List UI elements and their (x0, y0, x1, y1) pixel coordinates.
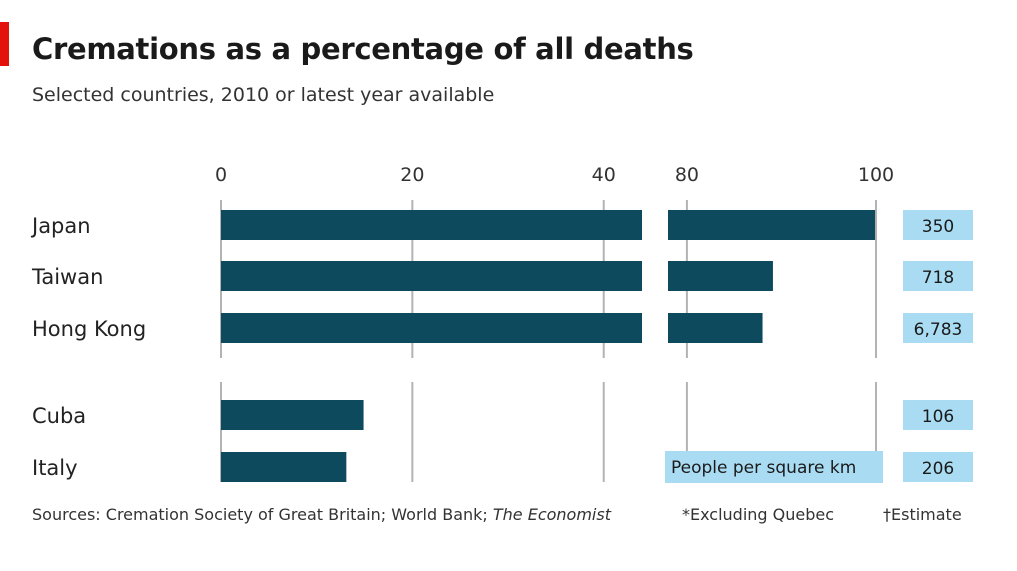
tick-labels: 0 20 40 80 100 (215, 164, 894, 186)
x-tick-label: 20 (400, 164, 424, 186)
chart-subtitle: Selected countries, 2010 or latest year … (32, 84, 495, 106)
bar (221, 452, 347, 482)
density-value: 350 (922, 217, 954, 237)
density-box (903, 400, 973, 430)
category-label: Cuba (32, 404, 86, 428)
density-value: 6,783 (914, 320, 963, 340)
legend-box (665, 451, 883, 483)
sources-italic: The Economist (492, 505, 611, 524)
category-label: Hong Kong (32, 317, 146, 341)
category-label: Japan (30, 214, 91, 238)
x-tick-label: 0 (215, 164, 227, 186)
bar (221, 210, 642, 240)
x-tick-label: 80 (675, 164, 699, 186)
bar-continuation (668, 261, 773, 291)
density-box (903, 452, 973, 482)
density-value: 718 (922, 268, 954, 288)
category-labels: Japan Taiwan Hong Kong Cuba Italy (30, 214, 146, 480)
legend: People per square km (665, 451, 883, 483)
density-labels: 350 718 6,783 106 206 (903, 210, 973, 482)
category-label: Taiwan (31, 265, 103, 289)
footnote-excluding-quebec: *Excluding Quebec (682, 505, 835, 524)
brand-tag (0, 22, 9, 66)
bar (221, 313, 642, 343)
x-tick-label: 100 (858, 164, 894, 186)
x-tick-label: 40 (592, 164, 616, 186)
bars (221, 210, 876, 482)
density-value: 106 (922, 407, 954, 427)
bar (221, 261, 642, 291)
category-label: Italy (32, 456, 78, 480)
footnote-estimate: †Estimate (883, 505, 962, 524)
sources-note: Sources: Cremation Society of Great Brit… (32, 505, 642, 524)
legend-label: People per square km (671, 458, 856, 478)
density-box (903, 210, 973, 240)
density-box (903, 261, 973, 291)
density-box (903, 313, 973, 343)
density-value: 206 (922, 459, 954, 479)
bar (221, 400, 364, 430)
chart-title: Cremations as a percentage of all deaths (32, 32, 694, 66)
bar-continuation (668, 210, 876, 240)
bar-continuation (668, 313, 763, 343)
sources-text: Sources: Cremation Society of Great Brit… (32, 505, 493, 524)
